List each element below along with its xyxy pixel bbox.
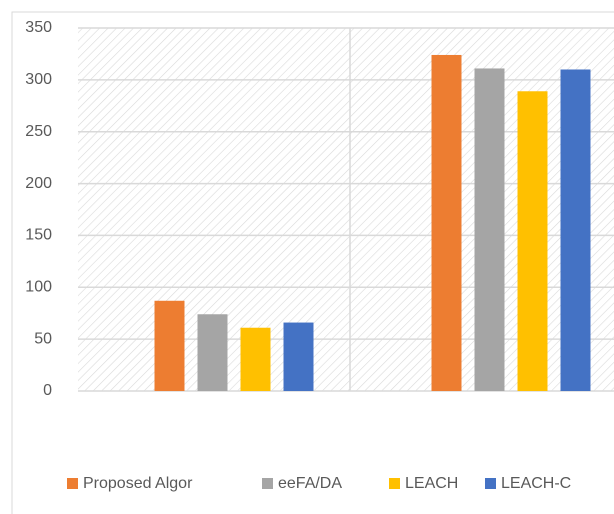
bar (197, 314, 228, 391)
bar (154, 300, 185, 391)
y-tick-label: 250 (25, 123, 52, 140)
bar (517, 91, 548, 391)
legend-swatch (389, 478, 400, 489)
legend-swatch (485, 478, 496, 489)
legend-swatch (67, 478, 78, 489)
y-tick-label: 350 (25, 19, 52, 36)
y-tick-label: 150 (25, 227, 52, 244)
legend-label: Proposed Algor (83, 475, 193, 492)
bar (474, 68, 505, 391)
bar (431, 54, 462, 392)
y-tick-label: 100 (25, 279, 52, 296)
legend-label: LEACH (405, 475, 458, 492)
legend-swatch (262, 478, 273, 489)
y-tick-label: 50 (34, 330, 52, 347)
legend-label: eeFA/DA (278, 475, 342, 492)
legend-label: LEACH-C (501, 475, 571, 492)
bar (560, 69, 591, 391)
y-tick-label: 0 (43, 382, 52, 399)
bar (240, 327, 271, 391)
y-tick-label: 300 (25, 71, 52, 88)
y-tick-label: 200 (25, 175, 52, 192)
bar (283, 322, 314, 391)
